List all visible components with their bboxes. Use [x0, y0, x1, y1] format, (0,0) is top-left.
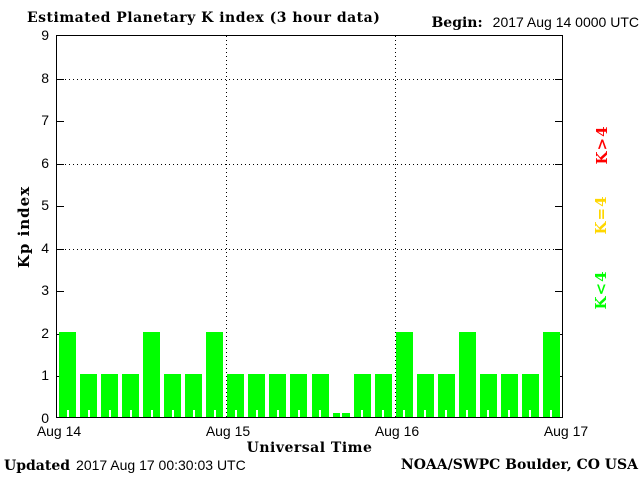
y-tick-5 — [555, 206, 562, 207]
x-minor-tick — [403, 410, 405, 417]
begin-value: 2017 Aug 14 0000 UTC — [492, 14, 639, 30]
x-minor-tick — [319, 410, 321, 417]
x-minor-tick — [340, 410, 342, 417]
y-axis-label-6: 6 — [41, 155, 49, 171]
y-axis-label-1: 1 — [41, 367, 49, 383]
kp-bar — [438, 374, 455, 417]
y-tick-3 — [57, 291, 64, 292]
gridline-kp-6 — [57, 164, 562, 165]
y-tick-7 — [57, 121, 64, 122]
begin-label: Begin: — [431, 15, 483, 31]
legend-k-lt-4: K<4 — [592, 270, 610, 310]
kp-bar — [459, 332, 476, 417]
kp-bar — [227, 374, 244, 417]
x-axis-title: Universal Time — [246, 440, 373, 456]
kp-bar — [122, 374, 139, 417]
kp-bar — [290, 374, 307, 417]
day-line-aug-15 — [226, 36, 227, 417]
y-tick-4 — [555, 249, 562, 250]
x-axis-label-aug-17: Aug 17 — [543, 423, 589, 439]
y-tick-7 — [555, 121, 562, 122]
x-minor-tick — [67, 410, 69, 417]
x-minor-tick — [256, 410, 258, 417]
kp-bar — [143, 332, 160, 417]
y-tick-5 — [57, 206, 64, 207]
x-minor-tick — [193, 410, 195, 417]
x-minor-tick — [277, 410, 279, 417]
y-axis-label-7: 7 — [41, 112, 49, 128]
plot-area — [56, 35, 563, 418]
kp-bar — [354, 374, 371, 417]
kp-bar — [417, 374, 434, 417]
x-minor-tick — [172, 410, 174, 417]
source-attribution: NOAA/SWPC Boulder, CO USA — [400, 457, 638, 473]
y-axis-label-5: 5 — [41, 197, 49, 213]
kp-bar — [312, 374, 329, 417]
kp-bar — [164, 374, 181, 417]
x-axis-label-aug-15: Aug 15 — [205, 423, 251, 439]
kp-bar — [522, 374, 539, 417]
gridline-kp-4 — [57, 249, 562, 250]
x-minor-tick — [214, 410, 216, 417]
kp-bar — [101, 374, 118, 417]
kp-bar — [501, 374, 518, 417]
kp-bar — [185, 374, 202, 417]
y-axis-label-4: 4 — [41, 240, 49, 256]
y-tick-6 — [57, 164, 64, 165]
x-minor-tick — [550, 410, 552, 417]
day-line-aug-16 — [395, 36, 396, 417]
x-minor-tick — [445, 410, 447, 417]
x-minor-tick — [151, 410, 153, 417]
kp-bar — [269, 374, 286, 417]
x-minor-tick — [487, 410, 489, 417]
kp-bar — [59, 332, 76, 417]
gridline-kp-8 — [57, 79, 562, 80]
y-tick-6 — [555, 164, 562, 165]
kp-bar — [396, 332, 413, 417]
x-minor-tick — [109, 410, 111, 417]
y-axis-label-8: 8 — [41, 70, 49, 86]
y-tick-8 — [57, 79, 64, 80]
x-minor-tick — [235, 410, 237, 417]
kp-bar — [480, 374, 497, 417]
updated-label: Updated — [4, 458, 71, 474]
x-minor-tick — [466, 410, 468, 417]
kp-bar — [206, 332, 223, 417]
y-tick-8 — [555, 79, 562, 80]
y-axis-label-9: 9 — [41, 27, 49, 43]
y-axis-label-0: 0 — [41, 410, 49, 426]
y-axis-label-3: 3 — [41, 282, 49, 298]
x-minor-tick — [130, 410, 132, 417]
begin-timestamp: Begin: 2017 Aug 14 0000 UTC — [431, 14, 639, 31]
y-axis-title: Kp index — [15, 185, 33, 269]
x-minor-tick — [529, 410, 531, 417]
kp-bar — [375, 374, 392, 417]
x-axis-label-aug-16: Aug 16 — [374, 423, 420, 439]
kp-bar — [80, 374, 97, 417]
y-axis-label-2: 2 — [41, 325, 49, 341]
chart-title: Estimated Planetary K index (3 hour data… — [27, 10, 381, 26]
x-minor-tick — [508, 410, 510, 417]
x-minor-tick — [424, 410, 426, 417]
x-minor-tick — [361, 410, 363, 417]
y-tick-4 — [57, 249, 64, 250]
updated-timestamp: Updated 2017 Aug 17 00:30:03 UTC — [4, 457, 246, 474]
legend-k-eq-4: K=4 — [592, 195, 610, 235]
kp-bar — [543, 332, 560, 417]
x-minor-tick — [298, 410, 300, 417]
y-tick-3 — [555, 291, 562, 292]
x-minor-tick — [88, 410, 90, 417]
updated-value: 2017 Aug 17 00:30:03 UTC — [76, 457, 246, 473]
legend-k-gt-4: K>4 — [593, 125, 611, 165]
x-minor-tick — [382, 410, 384, 417]
kp-bar — [248, 374, 265, 417]
x-axis-label-aug-14: Aug 14 — [36, 423, 82, 439]
